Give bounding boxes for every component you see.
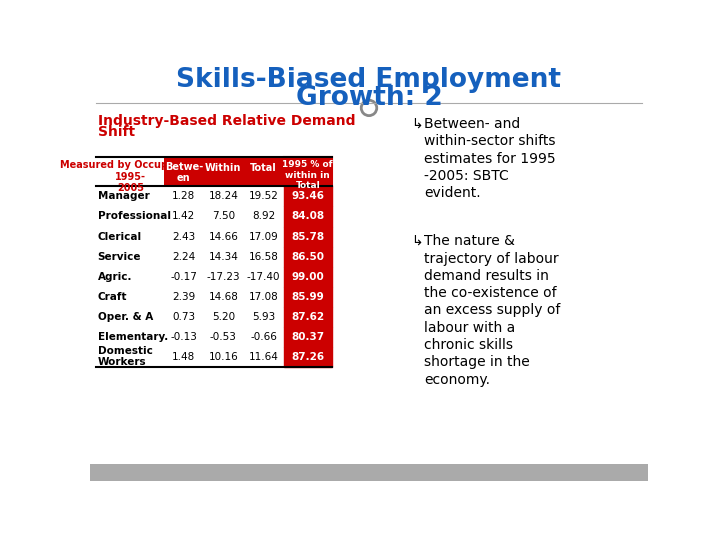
Text: 14.66: 14.66 — [208, 232, 238, 241]
Text: 80.37: 80.37 — [291, 332, 324, 342]
FancyBboxPatch shape — [284, 327, 332, 347]
Text: -0.66: -0.66 — [250, 332, 277, 342]
Text: 93.46: 93.46 — [292, 192, 324, 201]
Text: Oper. & A: Oper. & A — [98, 312, 153, 322]
Text: 2.43: 2.43 — [172, 232, 195, 241]
FancyBboxPatch shape — [284, 247, 332, 267]
Text: 84.08: 84.08 — [291, 212, 324, 221]
Text: 87.62: 87.62 — [291, 312, 324, 322]
Text: 2.24: 2.24 — [172, 252, 195, 261]
FancyBboxPatch shape — [284, 226, 332, 247]
Text: Betwe-
en: Betwe- en — [165, 162, 203, 184]
FancyBboxPatch shape — [164, 157, 284, 186]
Text: 1995 % of
within in
Total: 1995 % of within in Total — [282, 160, 333, 190]
Text: Between- and
within-sector shifts
estimates for 1995
-2005: SBTC
evident.: Between- and within-sector shifts estima… — [424, 117, 556, 200]
Text: Shift: Shift — [98, 125, 135, 139]
FancyBboxPatch shape — [284, 206, 332, 226]
FancyBboxPatch shape — [284, 307, 332, 327]
FancyBboxPatch shape — [284, 287, 332, 307]
Text: The nature &
trajectory of labour
demand results in
the co-existence of
an exces: The nature & trajectory of labour demand… — [424, 234, 560, 387]
Text: 8.92: 8.92 — [252, 212, 275, 221]
Text: Service: Service — [98, 252, 141, 261]
Text: ↳: ↳ — [412, 117, 423, 131]
Text: 19.52: 19.52 — [248, 192, 279, 201]
Text: 14.68: 14.68 — [208, 292, 238, 301]
Text: 5.93: 5.93 — [252, 312, 275, 322]
Text: Agric.: Agric. — [98, 272, 132, 281]
Text: -17.40: -17.40 — [247, 272, 280, 281]
Text: 1.28: 1.28 — [172, 192, 195, 201]
Text: Growth: 2: Growth: 2 — [296, 85, 442, 111]
Text: 85.78: 85.78 — [291, 232, 324, 241]
Text: Measured by Occupation,
1995-
2005: Measured by Occupation, 1995- 2005 — [60, 160, 200, 193]
Text: 10.16: 10.16 — [208, 352, 238, 362]
Text: Craft: Craft — [98, 292, 127, 301]
Text: -0.17: -0.17 — [171, 272, 197, 281]
Text: Professional: Professional — [98, 212, 171, 221]
Text: -17.23: -17.23 — [207, 272, 240, 281]
Text: Clerical: Clerical — [98, 232, 142, 241]
FancyBboxPatch shape — [284, 157, 332, 186]
Text: 16.58: 16.58 — [248, 252, 279, 261]
Text: 17.08: 17.08 — [248, 292, 279, 301]
Text: 86.50: 86.50 — [292, 252, 324, 261]
Text: Manager: Manager — [98, 192, 150, 201]
Text: 11.64: 11.64 — [248, 352, 279, 362]
Text: 7.50: 7.50 — [212, 212, 235, 221]
Text: 85.99: 85.99 — [292, 292, 324, 301]
Text: Elementary.: Elementary. — [98, 332, 168, 342]
Text: 18.24: 18.24 — [208, 192, 238, 201]
Text: Skills-Biased Employment: Skills-Biased Employment — [176, 67, 562, 93]
Text: -0.53: -0.53 — [210, 332, 237, 342]
Text: 0.73: 0.73 — [172, 312, 195, 322]
Text: -0.13: -0.13 — [171, 332, 197, 342]
FancyBboxPatch shape — [90, 464, 648, 481]
Text: 1.42: 1.42 — [172, 212, 195, 221]
Text: Industry-Based Relative Demand: Industry-Based Relative Demand — [98, 114, 355, 128]
Text: Total: Total — [251, 164, 277, 173]
Text: 87.26: 87.26 — [291, 352, 324, 362]
Text: 17.09: 17.09 — [248, 232, 279, 241]
FancyBboxPatch shape — [284, 347, 332, 367]
FancyBboxPatch shape — [284, 186, 332, 206]
Text: 1.48: 1.48 — [172, 352, 195, 362]
Text: 14.34: 14.34 — [208, 252, 238, 261]
Text: 5.20: 5.20 — [212, 312, 235, 322]
Text: Within: Within — [205, 164, 241, 173]
Text: 2.39: 2.39 — [172, 292, 195, 301]
Text: Domestic
Workers: Domestic Workers — [98, 346, 153, 367]
Text: 99.00: 99.00 — [292, 272, 324, 281]
Text: ↳: ↳ — [412, 234, 423, 248]
FancyBboxPatch shape — [284, 267, 332, 287]
